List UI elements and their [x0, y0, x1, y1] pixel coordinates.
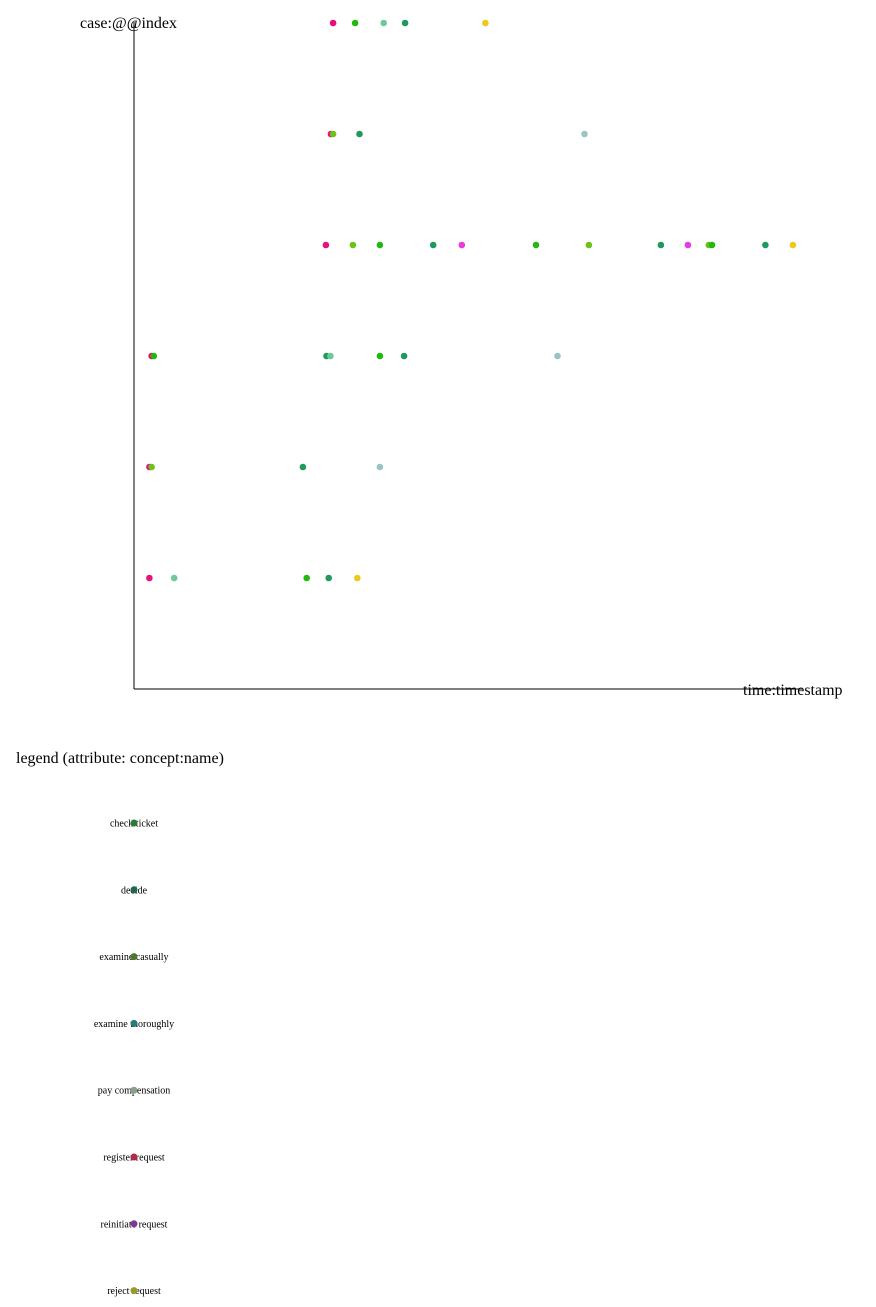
data-point-case-5-decide	[401, 19, 409, 27]
y-axis-label: case:@@index	[80, 15, 177, 32]
legend-marker-reinitiate-request	[130, 1220, 138, 1228]
data-point-case-1-examine-casually	[148, 463, 155, 471]
data-point-case-3-decide	[762, 241, 769, 249]
data-point-case-5-examine-thoroughly	[380, 19, 388, 27]
data-point-case-4-examine-casually	[329, 130, 337, 138]
data-point-case-4-decide	[356, 130, 363, 138]
data-point-case-3-reinitiate-request	[684, 241, 692, 249]
data-point-case-2-reject-request	[554, 352, 561, 360]
data-point-case-3-decide	[429, 241, 437, 249]
data-point-case-5-pay-compensation	[482, 19, 489, 27]
legend-marker-pay-compensation	[130, 1086, 138, 1094]
data-point-case-1-decide	[299, 463, 307, 471]
legend-marker-register-request	[130, 1153, 138, 1161]
data-point-case-2-decide	[400, 352, 408, 360]
legend-marker-examine-thoroughly	[130, 1019, 138, 1027]
data-point-case-0-examine-thoroughly	[170, 574, 178, 582]
legend-marker-examine-casually	[130, 953, 138, 961]
data-point-case-2-examine-thoroughly	[327, 352, 334, 360]
legend-items: check ticketdecideexamine casuallyexamin…	[94, 819, 174, 1298]
data-point-case-0-pay-compensation	[354, 574, 361, 582]
data-point-case-3-check-ticket	[376, 241, 384, 249]
data-point-case-3-check-ticket	[532, 241, 540, 249]
data-point-case-3-register-request	[322, 241, 330, 249]
data-point-case-0-decide	[325, 574, 333, 582]
data-point-case-1-reject-request	[376, 463, 384, 471]
legend-marker-check-ticket	[130, 819, 138, 827]
data-point-case-2-check-ticket	[376, 352, 384, 360]
legend-marker-decide	[130, 886, 138, 894]
data-point-case-3-reinitiate-request	[458, 241, 466, 249]
legend-marker-reject-request	[130, 1287, 138, 1295]
data-point-case-0-check-ticket	[303, 574, 311, 582]
data-point-case-3-decide	[657, 241, 665, 249]
x-axis-label: time:timestamp	[743, 682, 843, 699]
data-point-case-3-pay-compensation	[789, 241, 797, 249]
legend: legend (attribute: concept:name) check t…	[16, 750, 224, 1297]
legend-title: legend (attribute: concept:name)	[16, 750, 224, 767]
data-point-case-3-check-ticket	[708, 241, 716, 249]
data-point-case-5-check-ticket	[351, 19, 359, 27]
data-point-case-2-check-ticket	[150, 352, 158, 360]
data-point-case-4-reject-request	[581, 130, 588, 138]
data-point-case-0-register-request	[146, 574, 153, 582]
data-points	[146, 19, 797, 582]
data-point-case-3-examine-casually	[349, 241, 357, 249]
data-point-case-3-examine-casually	[585, 241, 593, 249]
data-point-case-5-register-request	[329, 19, 337, 27]
plot-area: case:@@index time:timestamp	[80, 15, 843, 699]
